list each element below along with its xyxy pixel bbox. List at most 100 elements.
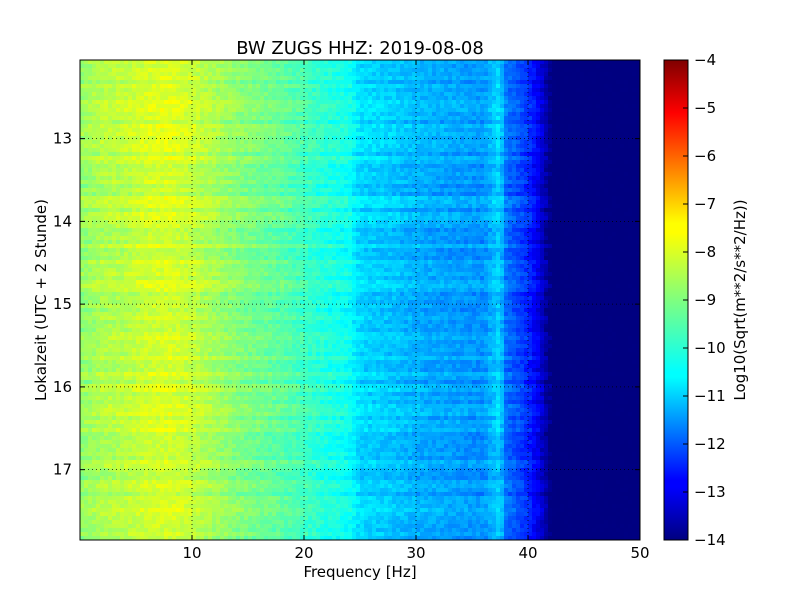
heatmap-cell [188,140,193,145]
heatmap-cell [624,196,629,201]
heatmap-cell [416,136,421,141]
heatmap-cell [512,148,517,153]
heatmap-cell [172,68,177,73]
heatmap-cell [108,104,113,109]
heatmap-cell [444,84,449,89]
heatmap-cell [352,160,357,165]
heatmap-cell [244,160,249,165]
heatmap-cell [540,60,545,65]
heatmap-cell [88,84,93,89]
heatmap-cell [276,192,281,197]
heatmap-cell [468,124,473,129]
heatmap-cell [568,180,573,185]
heatmap-cell [492,96,497,101]
heatmap-cell [492,132,497,137]
heatmap-cell [236,200,241,205]
heatmap-cell [408,92,413,97]
heatmap-cell [440,88,445,93]
heatmap-cell [596,120,601,125]
heatmap-cell [280,124,285,129]
heatmap-cell [464,128,469,133]
heatmap-cell [288,116,293,121]
heatmap-cell [432,144,437,149]
heatmap-cell [364,160,369,165]
heatmap-cell [484,148,489,153]
heatmap-cell [268,144,273,149]
heatmap-cell [628,156,633,161]
heatmap-cell [384,152,389,157]
heatmap-cell [124,156,129,161]
heatmap-cell [104,132,109,137]
heatmap-cell [364,92,369,97]
heatmap-cell [140,152,145,157]
heatmap-cell [112,128,117,133]
heatmap-cell [232,136,237,141]
heatmap-cell [368,96,373,101]
heatmap-cell [432,164,437,169]
heatmap-cell [296,80,301,85]
heatmap-cell [364,164,369,169]
heatmap-cell [580,124,585,129]
heatmap-cell [568,152,573,157]
heatmap-cell [164,136,169,141]
heatmap-cell [292,60,297,65]
heatmap-cell [360,144,365,149]
heatmap-cell [260,144,265,149]
heatmap-cell [560,172,565,177]
heatmap-cell [296,152,301,157]
heatmap-cell [620,108,625,113]
heatmap-cell [164,184,169,189]
heatmap-cell [520,168,525,173]
heatmap-cell [164,72,169,77]
heatmap-cell [192,80,197,85]
heatmap-cell [148,188,153,193]
heatmap-cell [516,140,521,145]
heatmap-cell [320,200,325,205]
heatmap-cell [472,164,477,169]
heatmap-cell [572,120,577,125]
heatmap-cell [168,136,173,141]
heatmap-cell [316,84,321,89]
heatmap-cell [440,144,445,149]
heatmap-cell [84,72,89,77]
heatmap-cell [552,152,557,157]
heatmap-cell [404,184,409,189]
heatmap-cell [368,100,373,105]
heatmap-cell [188,164,193,169]
heatmap-cell [256,72,261,77]
heatmap-cell [84,96,89,101]
heatmap-cell [568,112,573,117]
heatmap-cell [272,104,277,109]
heatmap-cell [80,112,85,117]
heatmap-cell [432,120,437,125]
heatmap-cell [132,188,137,193]
heatmap-cell [564,144,569,149]
heatmap-cell [184,176,189,181]
heatmap-cell [612,120,617,125]
heatmap-cell [428,120,433,125]
heatmap-cell [224,164,229,169]
heatmap-cell [572,64,577,69]
heatmap-cell [204,100,209,105]
heatmap-cell [268,120,273,125]
heatmap-cell [592,84,597,89]
heatmap-cell [184,92,189,97]
heatmap-cell [564,152,569,157]
heatmap-cell [460,132,465,137]
heatmap-cell [560,132,565,137]
heatmap-cell [92,168,97,173]
heatmap-cell [512,116,517,121]
heatmap-cell [104,84,109,89]
heatmap-cell [516,172,521,177]
heatmap-cell [412,172,417,177]
heatmap-cell [548,132,553,137]
heatmap-cell [600,68,605,73]
heatmap-cell [568,188,573,193]
heatmap-cell [84,116,89,121]
heatmap-cell [392,168,397,173]
heatmap-cell [560,140,565,145]
heatmap-cell [148,88,153,93]
heatmap-cell [520,112,525,117]
heatmap-cell [104,184,109,189]
heatmap-cell [564,60,569,65]
